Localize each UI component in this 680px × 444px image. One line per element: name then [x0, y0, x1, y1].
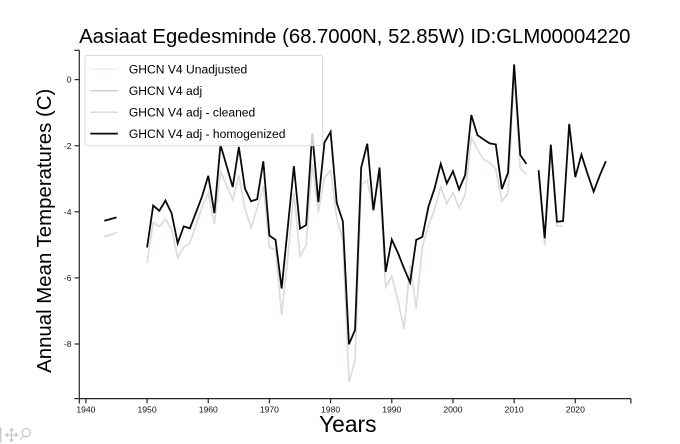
svg-text:0: 0	[67, 75, 72, 85]
svg-text:1950: 1950	[138, 405, 157, 415]
svg-text:Aasiaat Egedesminde (68.7000N,: Aasiaat Egedesminde (68.7000N, 52.85W) I…	[79, 26, 630, 48]
svg-text:-8: -8	[64, 339, 72, 349]
svg-text:1940: 1940	[76, 405, 95, 415]
svg-text:1990: 1990	[382, 405, 401, 415]
svg-text:GHCN V4 adj: GHCN V4 adj	[129, 84, 202, 98]
svg-text:1960: 1960	[199, 405, 218, 415]
svg-text:-6: -6	[64, 273, 72, 283]
svg-text:1980: 1980	[321, 405, 340, 415]
svg-text:GHCN V4 Unadjusted: GHCN V4 Unadjusted	[129, 63, 247, 77]
svg-text:1970: 1970	[260, 405, 279, 415]
svg-text:2010: 2010	[505, 405, 524, 415]
svg-text:2020: 2020	[566, 405, 585, 415]
svg-text:2000: 2000	[443, 405, 462, 415]
svg-text:-2: -2	[64, 141, 72, 151]
svg-text:Annual Mean Temperatures (C): Annual Mean Temperatures (C)	[34, 89, 56, 373]
svg-text:Years: Years	[319, 411, 376, 437]
svg-text:-4: -4	[64, 207, 72, 217]
svg-text:GHCN V4 adj - homogenized: GHCN V4 adj - homogenized	[129, 127, 286, 141]
svg-text:GHCN V4 adj - cleaned: GHCN V4 adj - cleaned	[129, 105, 255, 119]
